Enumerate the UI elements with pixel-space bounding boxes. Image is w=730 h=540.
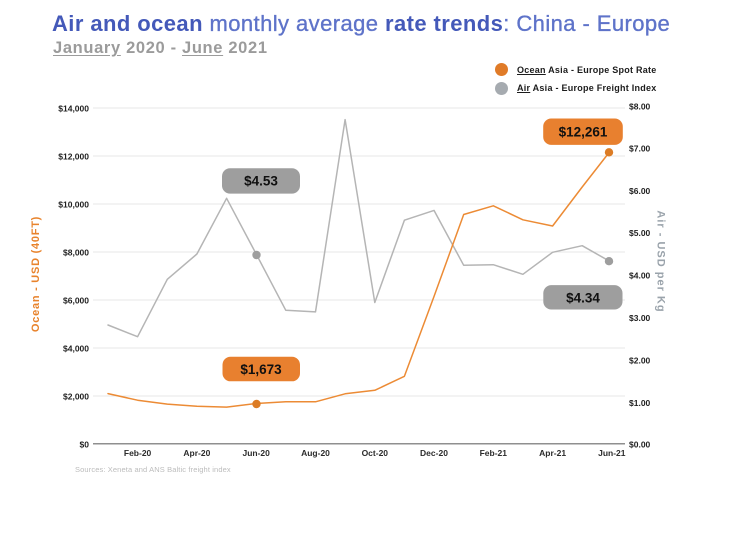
svg-text:$4,000: $4,000	[63, 344, 89, 354]
svg-text:Aug-20: Aug-20	[301, 448, 330, 458]
svg-text:$0.00: $0.00	[629, 440, 651, 450]
svg-text:$5.00: $5.00	[629, 228, 651, 238]
svg-text:$4.53: $4.53	[244, 174, 278, 189]
svg-text:$8.00: $8.00	[629, 102, 651, 112]
svg-text:$2.00: $2.00	[629, 356, 651, 366]
svg-text:Ocean - USD (40FT): Ocean - USD (40FT)	[30, 216, 42, 332]
svg-text:$4.00: $4.00	[629, 271, 651, 281]
svg-text:Oct-20: Oct-20	[362, 448, 389, 458]
svg-text:$12,000: $12,000	[58, 152, 89, 162]
svg-text:Jun-20: Jun-20	[242, 448, 270, 458]
svg-text:$6,000: $6,000	[63, 296, 89, 306]
svg-text:Apr-20: Apr-20	[183, 448, 210, 458]
svg-text:Air - USD per Kg: Air - USD per Kg	[655, 210, 667, 312]
svg-text:Feb-21: Feb-21	[480, 448, 508, 458]
svg-text:Feb-20: Feb-20	[124, 448, 152, 458]
svg-text:$7.00: $7.00	[629, 144, 651, 154]
svg-text:$12,261: $12,261	[559, 125, 608, 140]
svg-text:$2,000: $2,000	[63, 392, 89, 402]
svg-text:Apr-21: Apr-21	[539, 448, 566, 458]
svg-text:Dec-20: Dec-20	[420, 448, 448, 458]
svg-text:Jun-21: Jun-21	[598, 448, 626, 458]
svg-text:$14,000: $14,000	[58, 104, 89, 114]
svg-text:$10,000: $10,000	[58, 200, 89, 210]
svg-text:$1.00: $1.00	[629, 398, 651, 408]
svg-text:$0: $0	[80, 440, 90, 450]
svg-text:$1,673: $1,673	[240, 362, 282, 377]
svg-text:$6.00: $6.00	[629, 186, 651, 196]
svg-text:$3.00: $3.00	[629, 313, 651, 323]
svg-text:$8,000: $8,000	[63, 248, 89, 258]
svg-text:$4.34: $4.34	[566, 290, 600, 305]
